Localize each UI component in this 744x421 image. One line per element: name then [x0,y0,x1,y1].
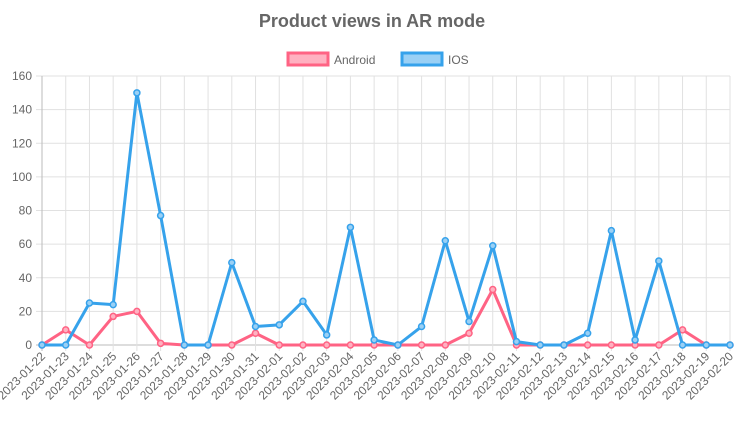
data-point-android[interactable] [322,341,331,349]
data-point-ios[interactable] [702,341,711,349]
data-point-ios[interactable] [133,89,141,97]
data-point-ios[interactable] [251,322,260,331]
data-point-ios[interactable] [61,341,70,349]
data-point-android[interactable] [607,341,616,349]
data-point-android[interactable] [275,341,283,349]
data-point-android[interactable] [85,341,94,349]
y-tick-label: 40 [19,271,33,285]
y-tick-label: 80 [19,204,33,218]
data-point-ios[interactable] [607,226,616,235]
data-point-ios[interactable] [180,341,189,349]
data-point-ios[interactable] [678,341,687,349]
data-point-ios[interactable] [655,257,663,265]
data-point-android[interactable] [678,326,687,334]
data-point-ios[interactable] [299,297,307,306]
data-point-ios[interactable] [489,242,497,250]
legend-item-ios[interactable]: IOS [400,51,469,67]
data-point-android[interactable] [109,312,117,321]
data-point-ios[interactable] [417,322,426,331]
series-line-android [41,288,730,347]
data-point-android[interactable] [251,329,260,337]
y-tick-label: 140 [12,103,32,117]
data-point-android[interactable] [61,326,70,334]
data-point-ios[interactable] [560,341,568,349]
legend-label: Android [334,53,375,67]
data-point-ios[interactable] [536,341,544,349]
data-point-android[interactable] [489,285,497,294]
y-tick-label: 120 [12,136,32,150]
data-point-ios[interactable] [346,223,355,232]
data-point-android[interactable] [299,341,307,349]
data-point-android[interactable] [417,341,426,349]
data-point-android[interactable] [465,329,473,337]
data-point-ios[interactable] [631,336,639,344]
data-point-android[interactable] [441,341,450,349]
data-point-ios[interactable] [583,329,592,337]
legend-item-android[interactable]: Android [286,51,375,67]
series-line-ios [42,91,730,347]
data-point-android[interactable] [228,341,236,349]
data-point-ios[interactable] [465,317,473,326]
y-tick-label: 20 [19,304,33,318]
data-point-ios[interactable] [512,337,521,346]
chart-title: Product views in AR mode [259,11,485,31]
legend-swatch [286,51,330,67]
y-tick-label: 160 [12,69,32,83]
data-point-ios[interactable] [85,299,94,307]
data-point-ios[interactable] [726,341,734,349]
data-point-ios[interactable] [204,341,212,349]
data-point-android[interactable] [133,307,141,316]
legend-label: IOS [448,53,469,67]
data-point-android[interactable] [156,339,165,348]
data-point-ios[interactable] [441,237,450,245]
data-point-ios[interactable] [38,341,46,349]
data-point-ios[interactable] [156,211,165,220]
data-point-android[interactable] [583,341,592,349]
data-point-ios[interactable] [394,341,402,349]
data-point-ios[interactable] [322,331,331,339]
data-point-ios[interactable] [275,321,283,329]
data-point-ios[interactable] [370,336,378,344]
data-point-ios[interactable] [228,258,236,267]
y-tick-label: 0 [25,338,32,352]
y-tick-label: 100 [12,170,32,184]
legend-swatch [400,51,444,67]
data-point-android[interactable] [655,341,663,349]
y-tick-label: 60 [19,237,33,251]
data-point-android[interactable] [346,341,355,349]
data-point-ios[interactable] [109,300,117,309]
